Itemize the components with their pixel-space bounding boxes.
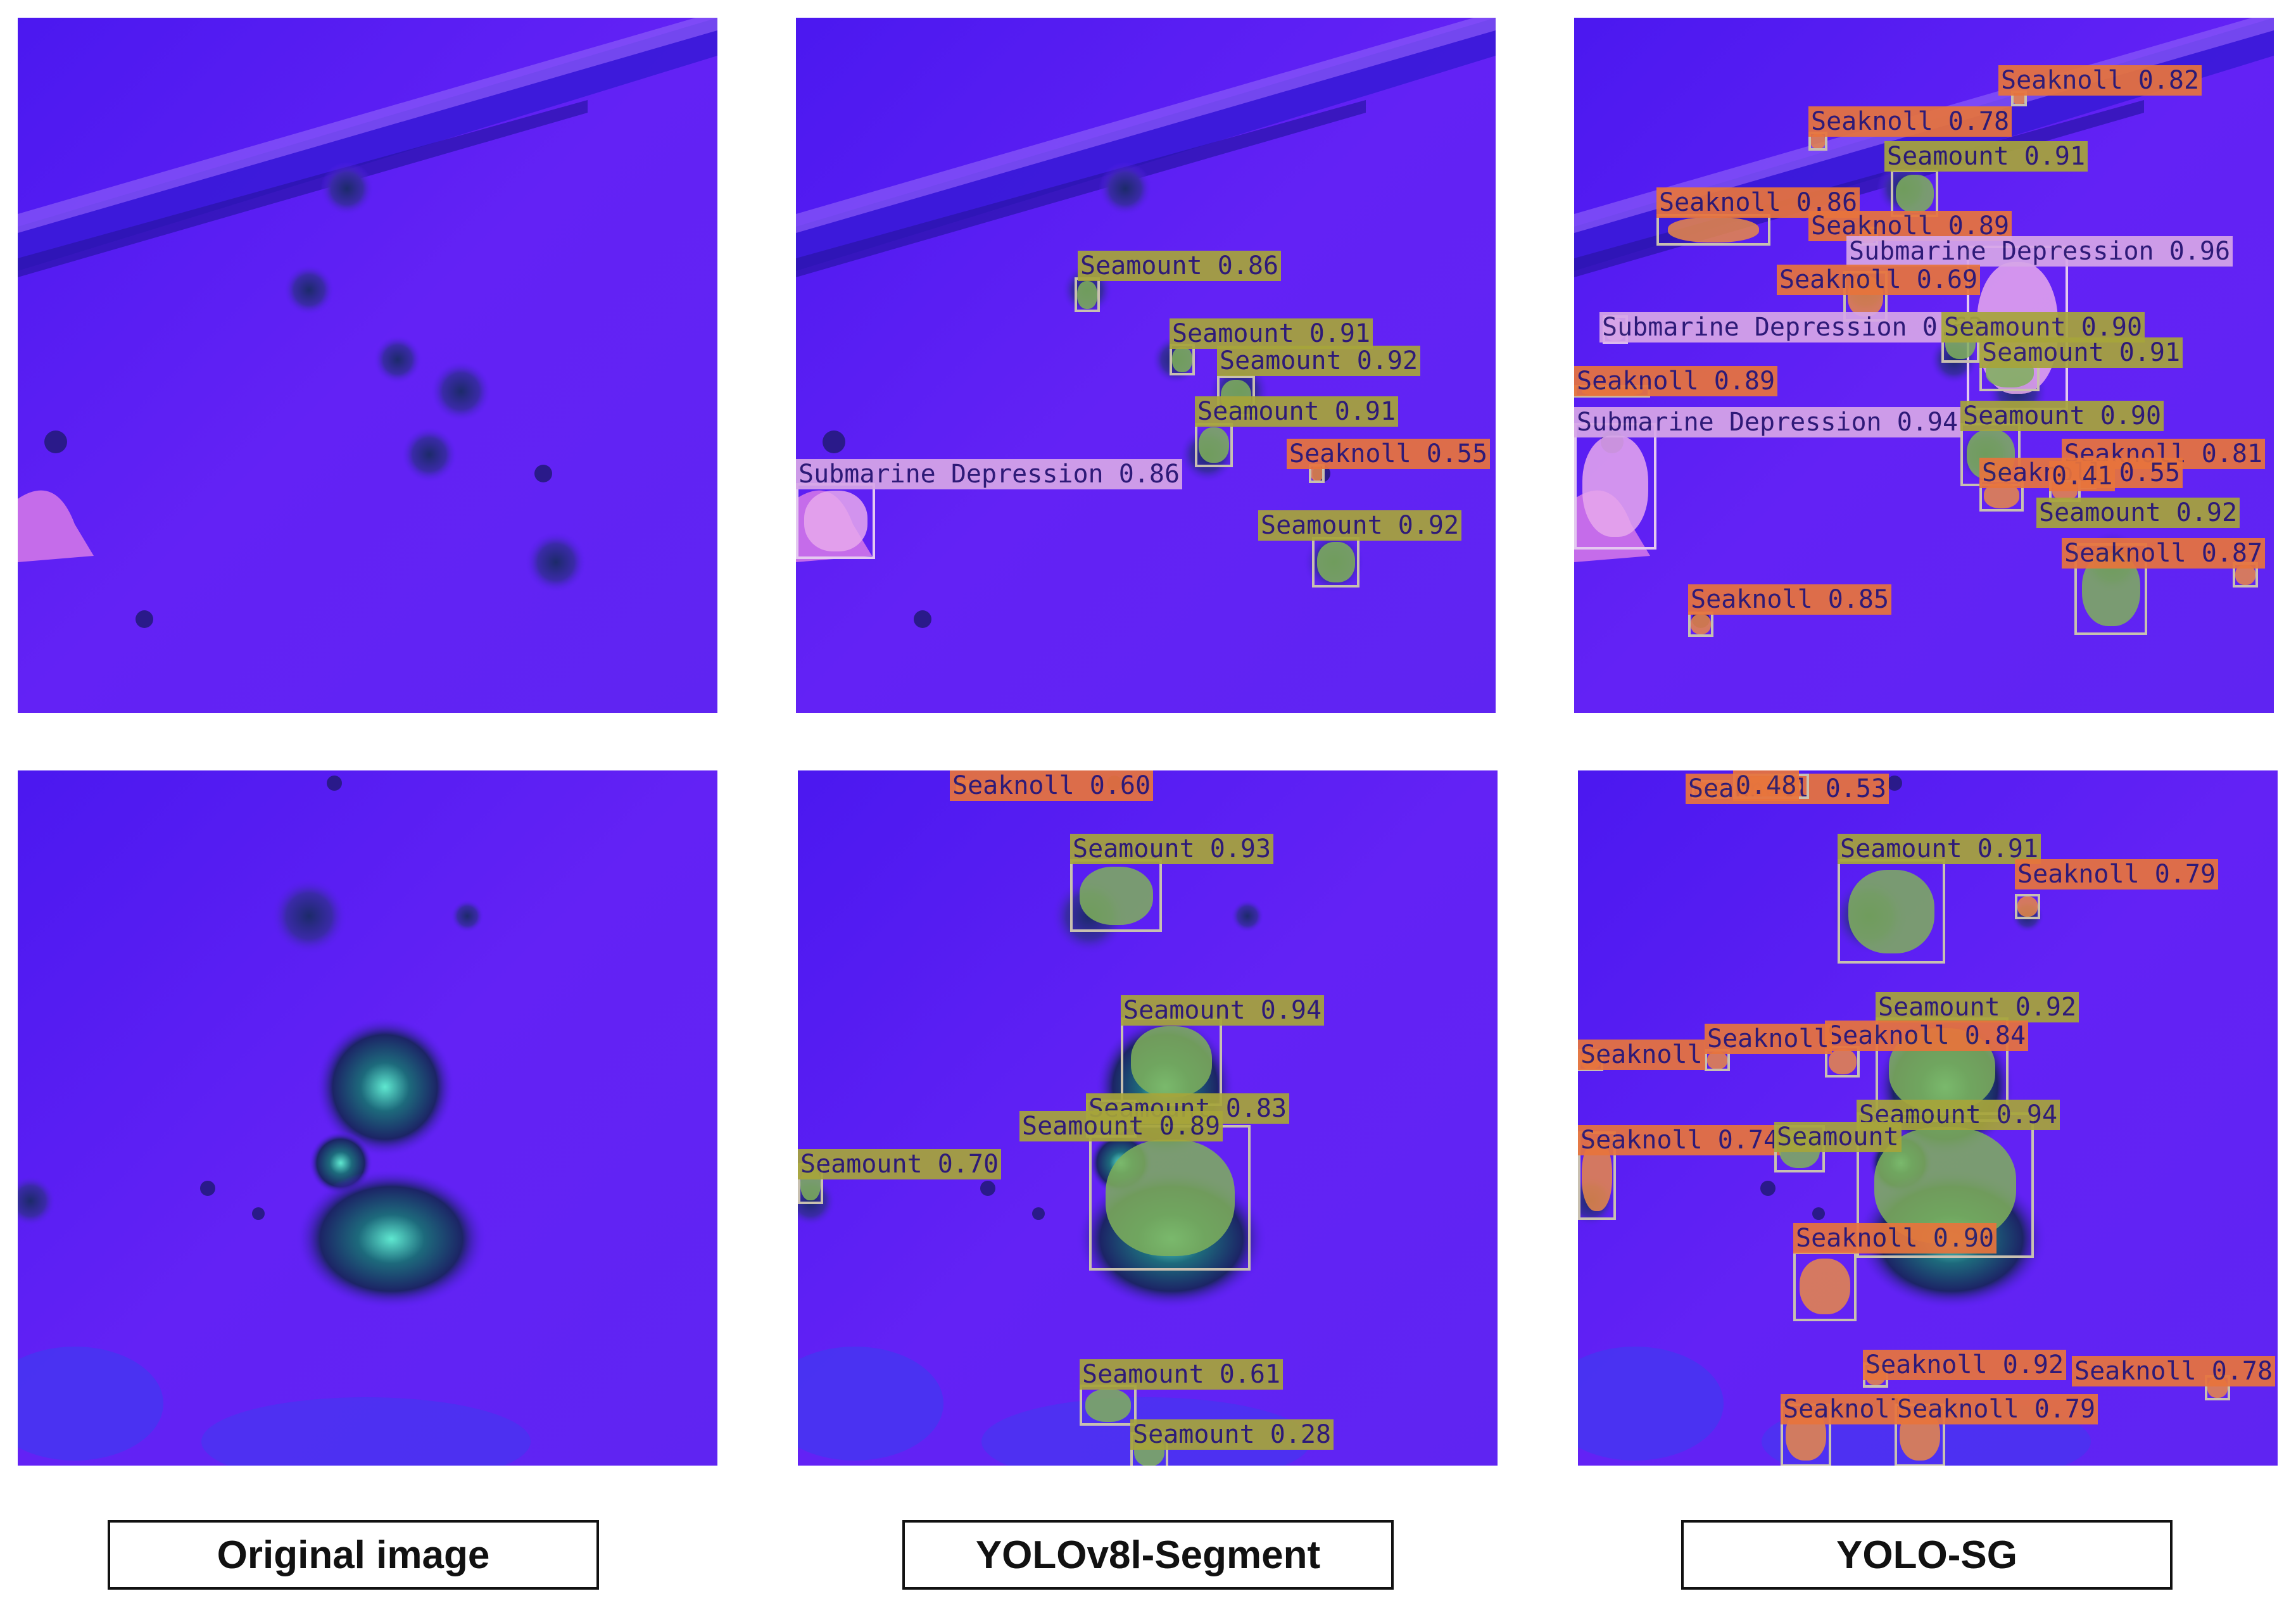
seaknoll-label: Seaknoll xyxy=(1705,1024,1832,1054)
depression-bounding-box xyxy=(796,483,875,559)
seamount-bounding-box xyxy=(1891,170,1938,217)
depression-bounding-box xyxy=(1574,423,1656,550)
seaknoll-label: Seaknoll 0.90 xyxy=(1793,1223,1997,1254)
seaknoll-label: Seaknoll xyxy=(1781,1394,1908,1424)
seamount-mask xyxy=(1105,1140,1235,1256)
seamount-label: Seamount 0.90 xyxy=(1960,401,2164,431)
seaknoll-label: Seaknoll 0.85 xyxy=(1688,584,1892,615)
panel-row2-original xyxy=(18,770,717,1466)
seamount-mask xyxy=(1848,869,1934,953)
seamount-bounding-box xyxy=(1080,1385,1137,1426)
seamount-label: Seamount 0.86 xyxy=(1078,251,1282,281)
seaknoll-label: Seaknoll 0.79 xyxy=(1895,1394,2098,1424)
seaknoll-bounding-box xyxy=(1688,612,1713,637)
seamount-mask xyxy=(1131,1026,1212,1097)
seafloor-texture xyxy=(18,18,717,713)
seamount-mask xyxy=(1085,1388,1131,1422)
seamount-label: Seamount 0.92 xyxy=(1258,510,1462,541)
caption-yolov8l-segment: YOLOv8l-Segment xyxy=(902,1520,1394,1590)
seaknoll-label: Seaknoll 0.92 xyxy=(1863,1350,2067,1380)
seaknoll-bounding-box xyxy=(1793,1252,1857,1321)
seaknoll-label: Seaknoll 0.55 xyxy=(1287,439,1491,469)
seamount-bounding-box xyxy=(1070,859,1162,932)
panel-row2-yolov8: Seaknoll 0.60 Seamount 0.93 Seamount 0.94 S… xyxy=(798,770,1498,1466)
seamount-bounding-box xyxy=(1075,277,1100,312)
seaknoll-label: 0.48 xyxy=(1733,770,1800,801)
seaknoll-label: Seaknoll 0.89 xyxy=(1574,366,1778,396)
panel-row1-original xyxy=(18,18,717,713)
seaknoll-mask xyxy=(1800,1259,1850,1314)
seamount-mask xyxy=(1172,347,1192,372)
depression-label: Submarine Depression 0.86 xyxy=(796,459,1183,489)
panel-row1-yolosg: Seaknoll 0.82 Seaknoll 0.78 Seamount 0.91 S… xyxy=(1574,18,2274,713)
seaknoll-label: Seaknoll 0.74 xyxy=(1578,1125,1782,1155)
seamount-label: Seamount xyxy=(1774,1122,1902,1152)
panel-row1-yolov8: Seamount 0.86 Seamount 0.91 Seamount 0.92 S… xyxy=(796,18,1496,713)
depression-label: Submarine Depression 0.94 xyxy=(1574,407,1961,437)
seaknoll-mask xyxy=(2017,896,2038,917)
seamount-label: Seamount 0.91 xyxy=(1838,834,2041,864)
seamount-label: Seamount 0.91 xyxy=(1170,318,1373,349)
seamount-bounding-box xyxy=(1121,1017,1222,1106)
seamount-bounding-box xyxy=(1312,537,1359,588)
seamount-label: Seamount 0.28 xyxy=(1130,1419,1334,1450)
seamount-label: Seamount 0.91 xyxy=(1979,337,2183,368)
seaknoll-label: Seaknoll xyxy=(1578,1040,1705,1070)
seaknoll-label: Seaknoll 0.84 xyxy=(1825,1021,2029,1051)
seamount-mask xyxy=(1077,280,1097,309)
seaknoll-label: 0.41 xyxy=(2049,461,2116,491)
seamount-bounding-box xyxy=(1089,1125,1251,1271)
seamount-label: Seamount 0.93 xyxy=(1070,834,1274,864)
seaknoll-label: Seaknoll 0.79 xyxy=(2015,859,2219,889)
caption-yolo-sg: YOLO-SG xyxy=(1681,1520,2173,1590)
seamount-mask xyxy=(1316,542,1355,582)
seaknoll-bounding-box xyxy=(1656,214,1770,246)
seamount-label: Seamount 0.91 xyxy=(1884,141,2088,172)
seamount-mask xyxy=(1079,866,1153,925)
seaknoll-mask xyxy=(1691,614,1711,634)
seafloor-texture xyxy=(18,770,717,1466)
seamount-mask xyxy=(1895,174,1934,213)
seaknoll-mask xyxy=(1707,1051,1727,1069)
caption-original-image: Original image xyxy=(108,1520,599,1590)
seaknoll-bounding-box xyxy=(2015,894,2040,919)
seamount-label: Seamount 0.92 xyxy=(2036,498,2240,528)
seaknoll-label: Seaknoll 0.78 xyxy=(1808,106,2012,137)
depression-mask xyxy=(804,491,867,551)
seamount-label: Seamount 0.61 xyxy=(1080,1359,1284,1390)
seamount-label: Seamount 0.91 xyxy=(1195,396,1399,427)
seaknoll-mask xyxy=(1668,217,1759,242)
seaknoll-label: Seaknoll 0.69 xyxy=(1777,265,1981,295)
seamount-mask xyxy=(1199,427,1229,463)
seaknoll-label: Seaknoll 0.78 xyxy=(2072,1356,2276,1386)
depression-label: Submarine Depression 0.63 xyxy=(1599,312,1986,342)
seaknoll-mask xyxy=(1310,466,1323,481)
seaknoll-label: Seaknoll 0.87 xyxy=(2062,538,2266,569)
seamount-bounding-box xyxy=(1195,423,1233,467)
seamount-label: Seamount 0.92 xyxy=(1217,346,1421,376)
seamount-label: Seamount 0.89 xyxy=(1019,1111,1223,1141)
seaknoll-label: Seaknoll 0.60 xyxy=(950,770,1154,801)
seaknoll-mask xyxy=(1828,1049,1857,1074)
seamount-label: Seamount 0.70 xyxy=(798,1149,1002,1179)
depression-label: Submarine Depression 0.96 xyxy=(1846,236,2233,267)
seaknoll-label: Seaknoll 0.82 xyxy=(1998,65,2202,96)
depression-mask xyxy=(1582,436,1648,537)
seamount-bounding-box xyxy=(1838,859,1945,964)
seamount-label: Seamount 0.94 xyxy=(1121,995,1325,1026)
seamount-label: Seamount 0.92 xyxy=(1876,992,2079,1022)
